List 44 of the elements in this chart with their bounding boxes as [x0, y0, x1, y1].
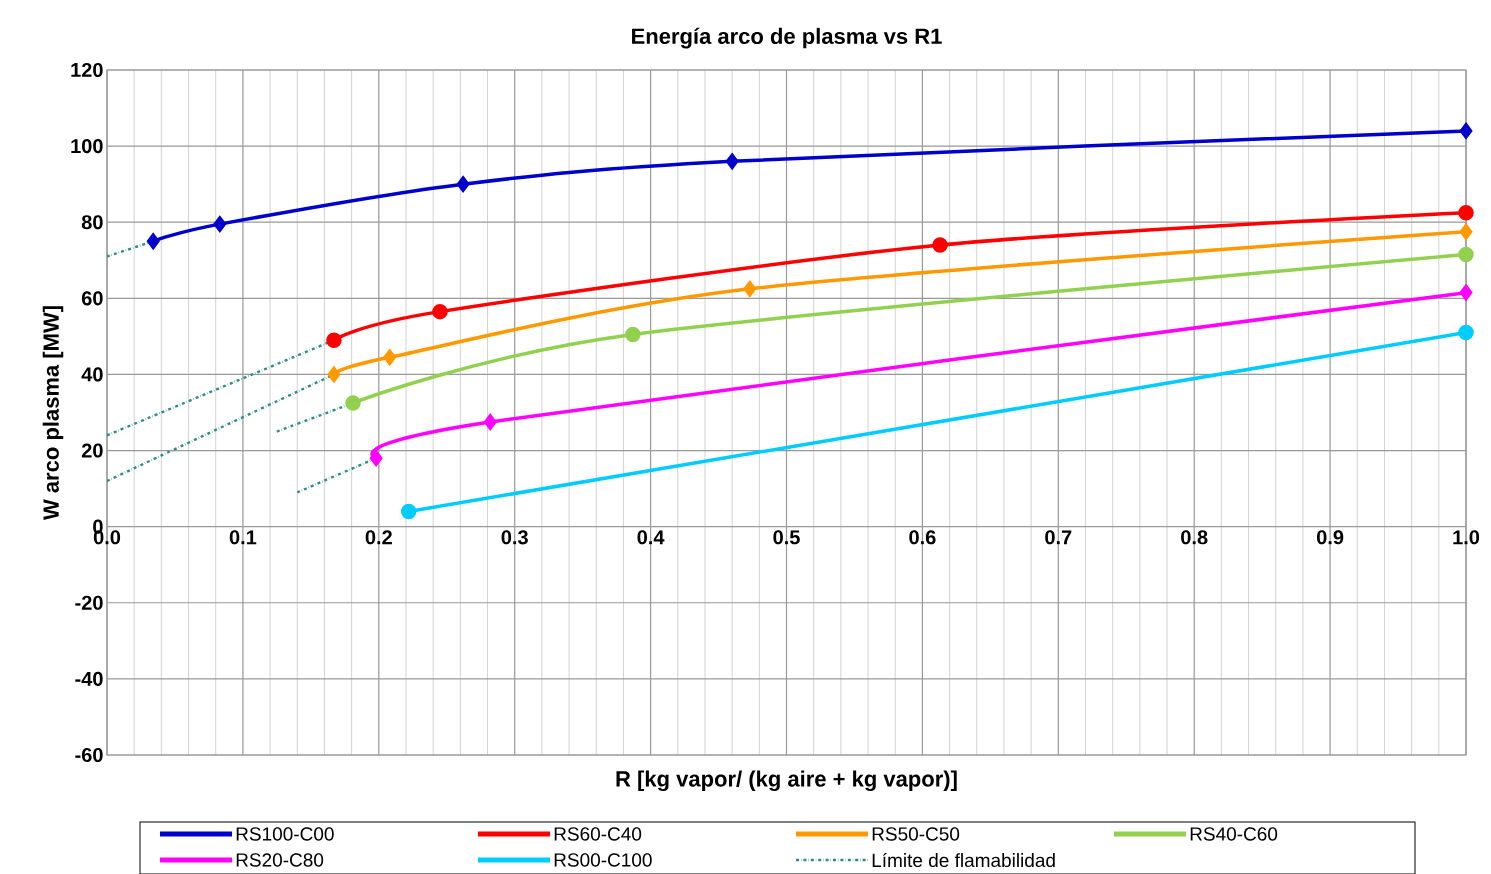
- legend-label: RS00-C100: [554, 853, 652, 867]
- y-tick-label: 20: [81, 443, 103, 458]
- chart-title: Energía arco de plasma vs R1: [632, 27, 942, 49]
- legend-label: RS50-C50: [872, 827, 960, 841]
- y-tick-label: 40: [81, 367, 103, 382]
- x-tick-label: 0.3: [501, 530, 528, 545]
- point: [400, 503, 417, 520]
- point: [432, 303, 448, 320]
- y-tick-label: 60: [81, 291, 103, 306]
- y-axis-title: W arco plasma [MW]: [42, 306, 64, 521]
- point: [327, 366, 341, 383]
- point: [326, 332, 342, 348]
- point: [213, 216, 227, 232]
- x-tick-label: 0.5: [773, 530, 800, 545]
- point: [456, 176, 470, 192]
- x-tick-label: 0.2: [365, 530, 392, 545]
- legend-label: RS100-C00: [236, 827, 334, 841]
- y-tick-label: -60: [75, 747, 103, 763]
- y-tick-label: -20: [75, 595, 103, 610]
- x-tick-label: 0.6: [909, 530, 936, 545]
- point: [383, 349, 396, 366]
- x-tick-label: 0.1: [229, 530, 257, 545]
- x-tick-label: 1.0: [1453, 530, 1480, 545]
- point: [345, 395, 361, 411]
- x-tick-label: 0.4: [637, 530, 665, 545]
- x-tick-label: 0.7: [1045, 530, 1072, 545]
- point: [725, 153, 739, 170]
- legend-label: RS20-C80: [236, 853, 324, 867]
- y-tick-label: 100: [71, 139, 103, 154]
- legend-label: RS40-C60: [1190, 827, 1278, 841]
- x-tick-label: 0.9: [1316, 530, 1344, 545]
- point: [932, 237, 948, 253]
- point: [483, 414, 497, 430]
- point: [625, 326, 641, 343]
- legend-label: RS60-C40: [554, 827, 642, 841]
- legend-label: Límite de flamabilidad: [872, 852, 1055, 868]
- y-tick-label: 80: [81, 215, 103, 230]
- x-tick-label: 0.8: [1181, 530, 1208, 545]
- x-axis-title: R [kg vapor/ (kg aire + kg vapor)]: [616, 770, 957, 792]
- point: [369, 450, 383, 466]
- y-tick-label: -40: [75, 671, 103, 686]
- point: [146, 233, 160, 249]
- y-tick-label: 120: [71, 62, 103, 78]
- point: [743, 281, 757, 297]
